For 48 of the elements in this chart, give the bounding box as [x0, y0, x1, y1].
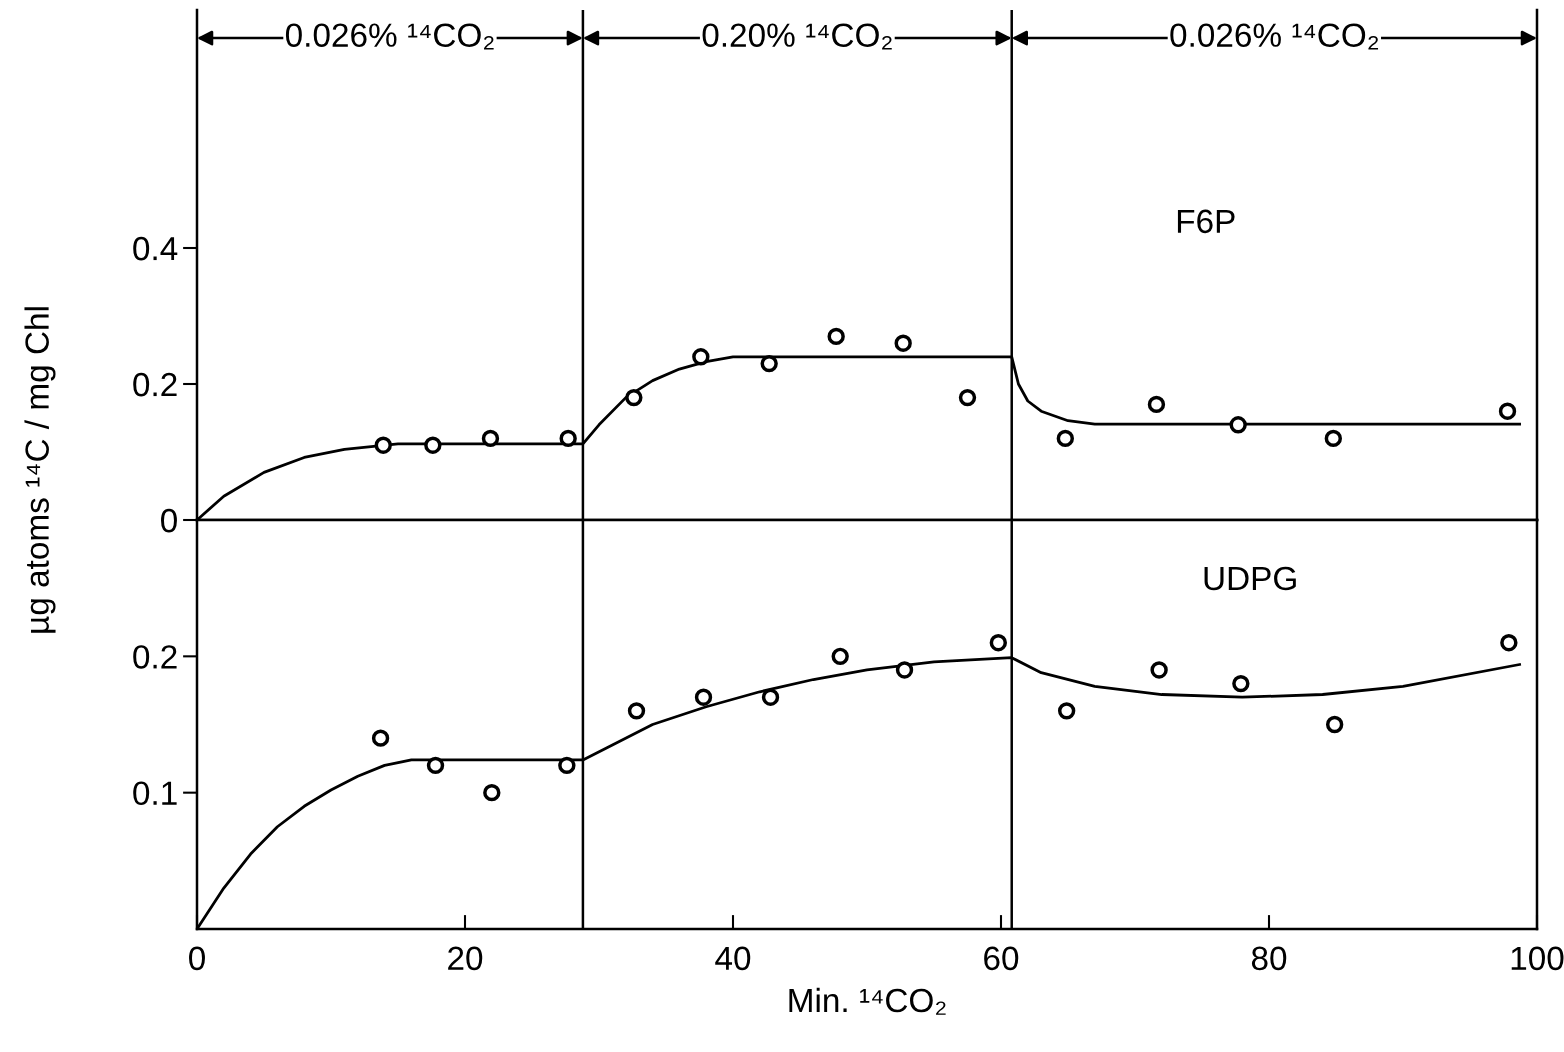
point	[426, 756, 445, 775]
y-tick-label: 0.1	[133, 781, 177, 806]
y-tick-label: 0.2	[133, 372, 177, 397]
point	[895, 661, 914, 679]
point	[1057, 702, 1076, 720]
x-tick-label: 40	[715, 946, 751, 971]
text: F6P	[1177, 209, 1235, 234]
x-axis-title: Min. ¹⁴CO₂	[789, 987, 946, 1015]
point	[627, 702, 646, 720]
point	[694, 688, 713, 706]
point	[827, 327, 845, 346]
point	[483, 783, 501, 802]
point	[760, 354, 778, 373]
point	[1500, 634, 1518, 652]
point	[958, 388, 977, 407]
annotation: 0.026% ¹⁴CO₂	[285, 23, 494, 50]
point	[1325, 715, 1344, 734]
annotation: 0.20% ¹⁴CO₂	[702, 23, 892, 50]
text: UDPG	[1204, 566, 1296, 591]
point	[1232, 674, 1250, 693]
point	[1229, 416, 1247, 434]
y-tick-label: 0.4	[133, 236, 178, 261]
point	[1150, 661, 1168, 679]
point	[625, 388, 643, 407]
point	[831, 647, 849, 666]
point	[559, 429, 577, 448]
x-tick-label: 60	[984, 946, 1019, 971]
point	[761, 688, 780, 706]
x-tick-label: 100	[1511, 946, 1564, 971]
point	[1056, 429, 1074, 448]
x-tick-label: 0	[189, 946, 205, 971]
point	[1147, 395, 1166, 414]
point	[989, 634, 1007, 652]
point	[374, 436, 392, 454]
point	[558, 756, 576, 775]
y-axis-title: µg atoms ¹⁴C / mg Chl	[24, 307, 56, 633]
x-tick-label: 80	[1251, 946, 1287, 971]
point	[371, 729, 390, 747]
y-tick-label: 0	[161, 508, 177, 533]
point	[1498, 402, 1517, 420]
annotation: 0.026% ¹⁴CO₂	[1170, 23, 1379, 50]
point	[692, 348, 710, 366]
y-tick-label: 0.2	[133, 645, 177, 669]
point	[481, 429, 500, 448]
point	[424, 436, 442, 454]
point	[1324, 429, 1342, 448]
point	[894, 334, 912, 352]
x-tick-label: 20	[448, 946, 483, 971]
